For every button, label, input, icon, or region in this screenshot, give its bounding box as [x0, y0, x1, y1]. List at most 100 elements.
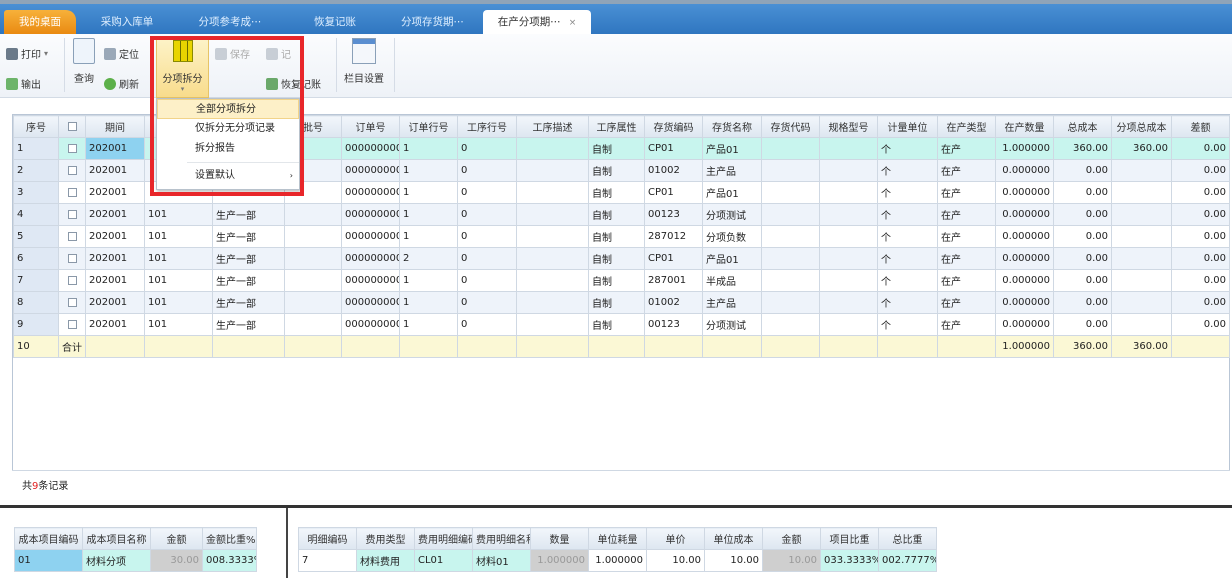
table-cell — [1111, 313, 1172, 336]
column-header[interactable]: 总成本 — [1053, 115, 1112, 138]
column-header[interactable]: 数量 — [530, 527, 589, 550]
row-checkbox[interactable] — [67, 253, 77, 263]
toolbar: 打印 ▾ 输出 查询 定位 刷新 分项拆分 ▾ 保存 记 恢复记账 栏目设置 — [0, 34, 1232, 98]
row-checkbox[interactable] — [67, 209, 77, 219]
column-header[interactable]: 在产类型 — [937, 115, 996, 138]
table-cell — [58, 313, 86, 336]
menu-item-split-all[interactable]: 全部分项拆分 — [157, 99, 299, 119]
column-header[interactable]: 成本项目名称 — [82, 527, 151, 550]
column-header[interactable]: 金额比重% — [202, 527, 257, 550]
menu-item-split-unsplit-only[interactable]: 仅拆分无分项记录 — [157, 119, 299, 139]
empty-cell — [996, 380, 1054, 402]
column-header[interactable]: 费用明细名称 — [472, 527, 531, 550]
post-button[interactable]: 记 — [266, 46, 291, 61]
column-header[interactable]: 工序行号 — [457, 115, 517, 138]
table-cell — [819, 269, 878, 292]
column-header[interactable]: 订单号 — [341, 115, 400, 138]
tab-wip-item-period[interactable]: 在产分项期⋯ × — [483, 10, 591, 34]
row-checkbox[interactable] — [67, 319, 77, 329]
close-icon[interactable]: × — [568, 18, 577, 28]
empty-cell — [1112, 424, 1172, 446]
tab-desktop[interactable]: 我的桌面 — [4, 10, 76, 34]
table-cell — [516, 247, 589, 270]
column-header[interactable]: 在产数量 — [995, 115, 1054, 138]
empty-cell — [517, 380, 589, 402]
item-split-label-group: 分项拆分 ▾ — [156, 40, 209, 93]
table-cell: 101 — [144, 313, 213, 336]
column-header[interactable]: 单位耗量 — [588, 527, 647, 550]
restore-posting-button[interactable]: 恢复记账 — [266, 76, 321, 91]
column-header[interactable]: 金额 — [150, 527, 203, 550]
table-cell: 0000000008 — [341, 313, 400, 336]
row-checkbox[interactable] — [67, 143, 77, 153]
table-cell: 0.000000 — [995, 225, 1054, 248]
table-cell — [58, 137, 86, 160]
save-button[interactable]: 保存 — [215, 46, 250, 61]
column-header[interactable]: 分项总成本 — [1111, 115, 1172, 138]
column-header[interactable]: 项目比重 — [820, 527, 879, 550]
column-header[interactable]: 存货代码 — [761, 115, 820, 138]
table-cell: 0 — [457, 313, 517, 336]
column-settings-button[interactable]: 栏目设置 — [340, 38, 388, 85]
refresh-button[interactable]: 刷新 — [104, 76, 139, 91]
column-header[interactable]: 费用明细编码 — [414, 527, 473, 550]
tab-restore-posting[interactable]: 恢复记账 — [290, 10, 380, 34]
export-button[interactable]: 输出 — [6, 76, 41, 91]
row-checkbox[interactable] — [67, 231, 77, 241]
table-cell: 202001 — [85, 159, 145, 182]
column-header[interactable]: 差额 — [1171, 115, 1230, 138]
total-cell — [212, 335, 285, 358]
table-cell — [284, 269, 342, 292]
column-header[interactable]: 成本项目编码 — [14, 527, 83, 550]
chevron-right-icon: › — [289, 171, 293, 180]
table-cell — [284, 203, 342, 226]
table-cell — [516, 137, 589, 160]
column-header[interactable]: 工序属性 — [588, 115, 645, 138]
column-header[interactable]: 单价 — [646, 527, 705, 550]
empty-cell — [703, 358, 762, 380]
column-header[interactable]: 费用类型 — [356, 527, 415, 550]
column-header[interactable]: 订单行号 — [399, 115, 458, 138]
column-header[interactable]: 存货编码 — [644, 115, 703, 138]
row-checkbox[interactable] — [67, 165, 77, 175]
column-header[interactable]: 单位成本 — [704, 527, 763, 550]
table-cell: 在产 — [937, 313, 996, 336]
column-header[interactable]: 序号 — [13, 115, 59, 138]
row-checkbox[interactable] — [67, 187, 77, 197]
query-button[interactable]: 查询 — [68, 38, 100, 85]
column-header[interactable]: 期间 — [85, 115, 145, 138]
pane-divider-vertical[interactable] — [286, 508, 288, 578]
table-row[interactable]: 7 材料费用 CL01 材料01 1.000000 1.000000 10.00 10.00 1… — [298, 549, 937, 572]
column-header[interactable]: 规格型号 — [819, 115, 878, 138]
row-checkbox[interactable] — [67, 297, 77, 307]
column-header[interactable] — [58, 115, 86, 138]
row-checkbox[interactable] — [67, 275, 77, 285]
table-row[interactable]: 6202001101生产一部000000000620自制CP01产品01个在产0… — [13, 247, 1230, 270]
menu-item-set-default[interactable]: 设置默认 › — [157, 166, 299, 186]
empty-cell — [878, 380, 938, 402]
column-header[interactable]: 计量单位 — [877, 115, 938, 138]
table-cell: 在产 — [937, 269, 996, 292]
chevron-down-icon: ▾ — [44, 49, 49, 58]
column-header[interactable]: 总比重 — [878, 527, 937, 550]
column-header[interactable]: 工序描述 — [516, 115, 589, 138]
pane-divider[interactable] — [0, 505, 1232, 508]
print-button[interactable]: 打印 ▾ — [6, 46, 48, 61]
menu-item-split-report[interactable]: 拆分报告 — [157, 139, 299, 159]
tab-item-inventory-period[interactable]: 分项存货期⋯ — [385, 10, 480, 34]
locate-button[interactable]: 定位 — [104, 46, 139, 61]
column-header[interactable]: 金额 — [762, 527, 821, 550]
tab-purchase-receipt[interactable]: 采购入库单 — [86, 10, 168, 34]
column-header[interactable]: 存货名称 — [702, 115, 762, 138]
column-header[interactable]: 明细编码 — [298, 527, 357, 550]
tab-item-reference-cost[interactable]: 分项参考成⋯ — [180, 10, 280, 34]
empty-cell — [820, 380, 878, 402]
select-all-checkbox[interactable] — [67, 121, 77, 131]
table-row[interactable]: 8202001101生产一部000000000710自制01002主产品个在产0… — [13, 291, 1230, 314]
